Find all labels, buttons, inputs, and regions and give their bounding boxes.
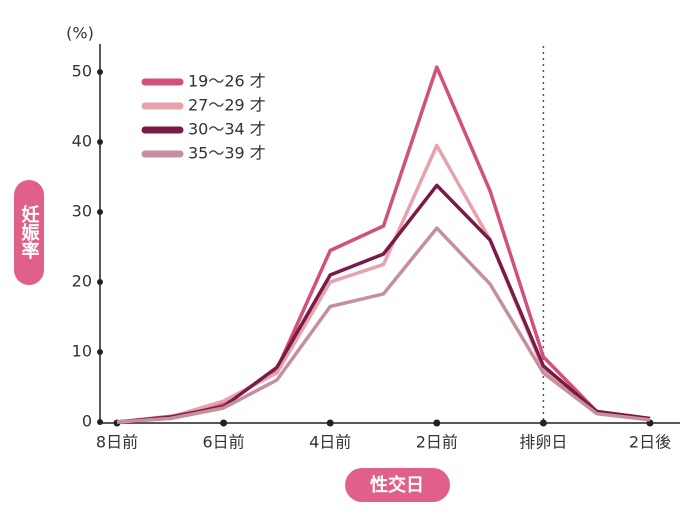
x-tick-label: 8日前 [96,433,138,452]
y-tick-label: 10 [72,342,92,361]
y-tick [97,209,103,215]
y-tick-label: 0 [82,412,92,431]
y-label-pill [14,180,44,285]
x-tick-label: 排卵日 [519,433,567,452]
x-label: 性交日 [370,474,424,496]
y-label: 妊娠率 [19,204,40,260]
x-tick [220,419,228,427]
x-tick-label: 4日前 [309,433,351,452]
x-tick-label: 2日前 [416,433,458,452]
x-label-pill [345,468,450,502]
x-tick [326,419,334,427]
y-tick [97,279,103,285]
x-tick [433,419,441,427]
y-tick-label: 50 [72,62,92,81]
y-tick [97,349,103,355]
legend-label: 30～34 才 [188,120,266,139]
legend-label: 27～29 才 [188,96,266,115]
y-unit: (%) [66,24,94,43]
y-tick-label: 40 [72,132,92,151]
y-tick [97,69,103,75]
y-tick [97,419,103,425]
x-tick [539,419,547,427]
y-tick-label: 20 [72,272,92,291]
y-tick [97,139,103,145]
x-tick-label: 6日前 [203,433,245,452]
x-tick-label: 2日後 [629,433,671,452]
legend-label: 19～26 才 [188,72,266,91]
line [116,226,651,424]
legend-label: 35～39 才 [188,144,266,163]
y-tick-label: 30 [72,202,92,221]
line [116,143,651,424]
